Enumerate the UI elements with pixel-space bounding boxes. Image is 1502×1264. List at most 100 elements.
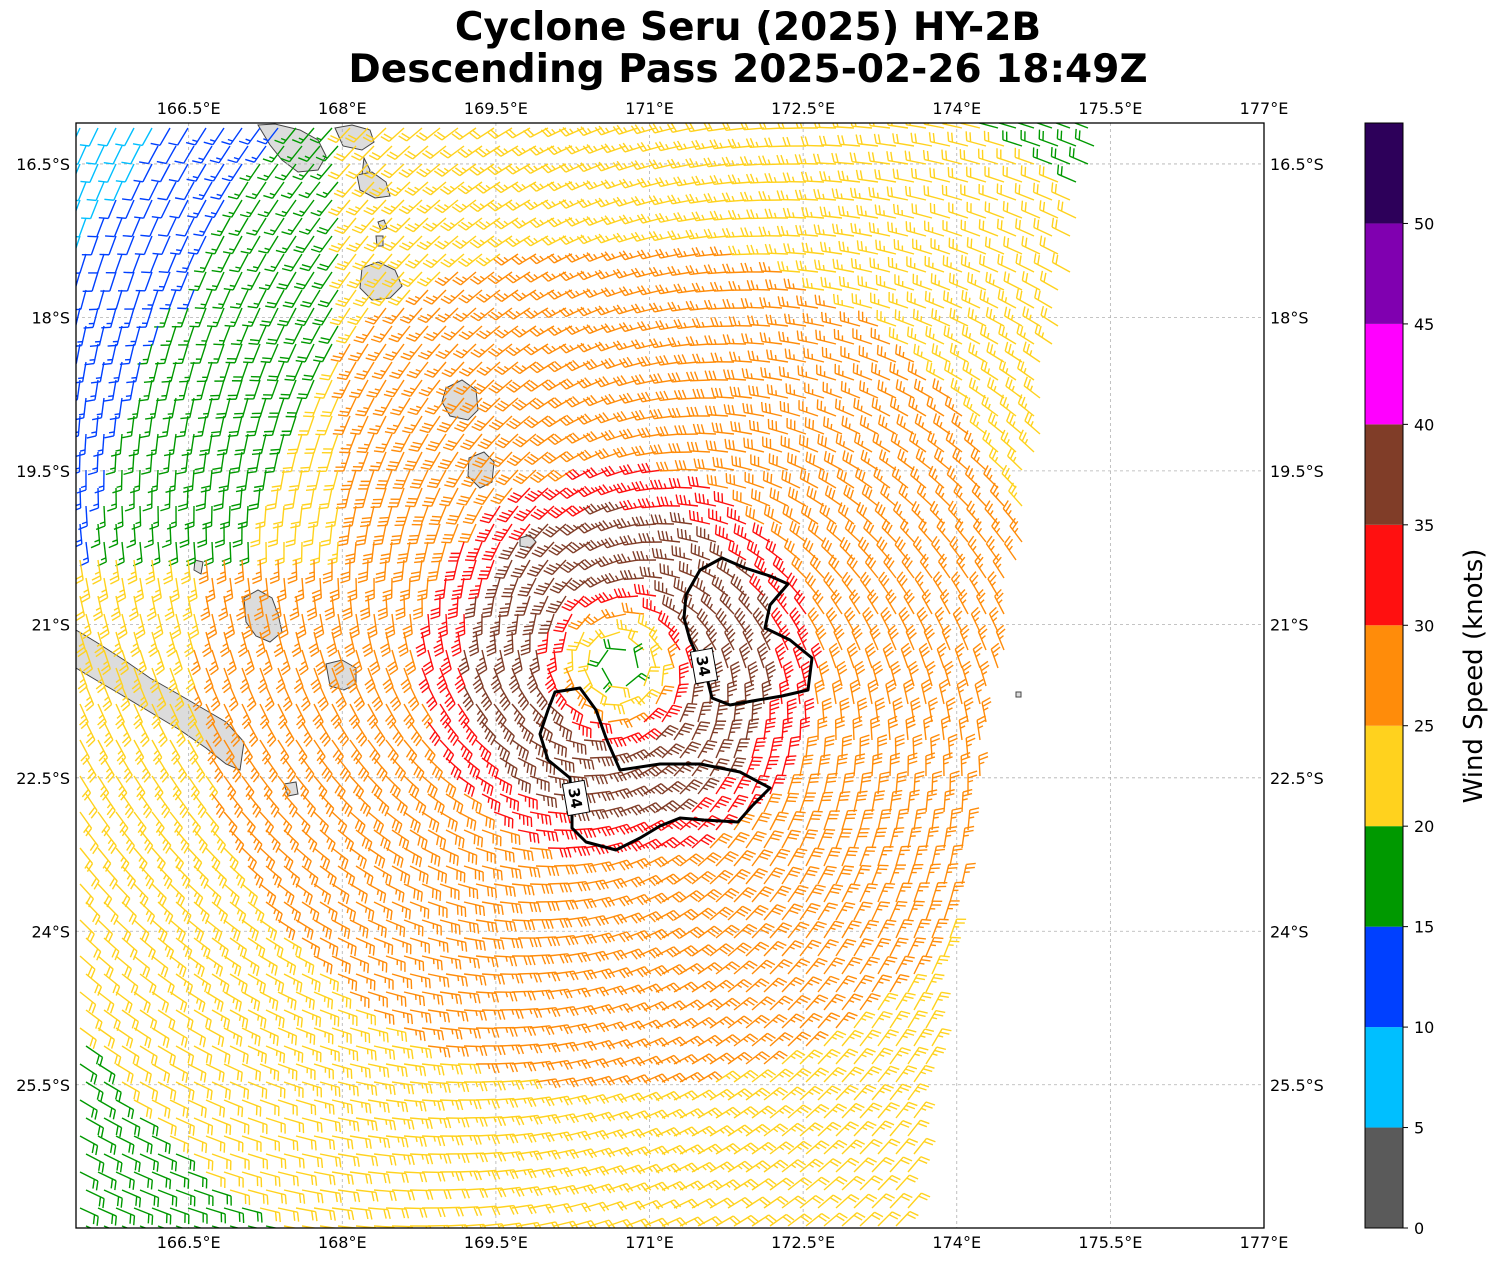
wind-barb xyxy=(889,327,908,344)
wind-barb xyxy=(281,650,290,675)
wind-barb xyxy=(238,632,247,657)
wind-barb xyxy=(870,625,880,650)
wind-barb xyxy=(928,431,944,452)
wind-barb xyxy=(194,1010,211,1030)
wind-barb xyxy=(428,938,448,953)
wind-barb xyxy=(751,454,770,470)
wind-barb xyxy=(1035,324,1052,344)
wind-barb xyxy=(891,661,901,686)
colorbar-tick-label: 45 xyxy=(1414,315,1434,334)
wind-barb xyxy=(228,416,242,436)
wind-barb xyxy=(290,596,299,620)
wind-barb xyxy=(910,431,926,452)
wind-barb xyxy=(890,975,909,992)
wind-barb xyxy=(98,1028,114,1049)
wind-barb xyxy=(284,938,301,958)
wind-barb xyxy=(372,686,382,711)
wind-barb xyxy=(459,650,469,675)
wind-barb xyxy=(800,755,813,776)
wind-barb xyxy=(950,308,968,326)
wind-barb xyxy=(158,758,168,782)
wind-barb xyxy=(98,1100,115,1119)
wind-barb xyxy=(927,396,944,416)
wind-barb xyxy=(224,1064,242,1082)
wind-barb xyxy=(934,413,950,434)
wind-barb xyxy=(896,846,911,866)
wind-barb xyxy=(71,290,86,310)
wind-barb xyxy=(278,1208,299,1222)
wind-barb xyxy=(365,578,374,601)
wind-barb xyxy=(914,956,932,974)
wind-barb xyxy=(926,938,943,956)
wind-barb xyxy=(248,1118,267,1134)
wind-barb xyxy=(140,1154,158,1172)
wind-barb xyxy=(932,883,947,902)
wind-barb xyxy=(901,643,911,668)
wind-barb xyxy=(260,1172,280,1187)
wind-barb xyxy=(75,596,84,620)
wind-barb xyxy=(406,290,428,305)
wind-barb xyxy=(824,773,838,794)
wind-barb xyxy=(301,326,320,344)
wind-barb xyxy=(966,734,975,758)
colorbar-swatch xyxy=(1365,324,1403,424)
wind-barb xyxy=(260,920,276,940)
wind-barb xyxy=(170,1064,188,1083)
colorbar-tick-label: 5 xyxy=(1414,1119,1424,1138)
wind-barb xyxy=(194,1190,213,1206)
wind-barb xyxy=(171,272,188,290)
wind-barb xyxy=(836,399,854,416)
wind-barb xyxy=(908,1157,930,1172)
wind-barb xyxy=(635,584,656,596)
wind-barb xyxy=(490,614,500,636)
wind-barb xyxy=(1003,166,1022,182)
wind-barb xyxy=(350,920,368,938)
wind-barb xyxy=(332,992,351,1009)
wind-barb xyxy=(849,590,860,614)
wind-barb xyxy=(331,344,350,361)
wind-barb xyxy=(977,716,986,740)
wind-barb xyxy=(136,272,152,291)
wind-barb xyxy=(154,614,163,638)
wind-barb xyxy=(314,1064,333,1079)
wind-barb xyxy=(249,362,266,381)
wind-barb xyxy=(162,362,176,382)
wind-barb xyxy=(270,560,279,583)
wind-barb xyxy=(845,607,855,632)
wind-barb xyxy=(152,776,163,800)
wind-barb xyxy=(440,884,459,900)
wind-barb xyxy=(295,308,314,325)
wind-barb xyxy=(302,1118,322,1133)
wind-barb xyxy=(772,608,782,632)
wind-barb xyxy=(860,847,876,866)
wind-barb xyxy=(969,378,986,398)
wind-barb xyxy=(374,830,390,851)
wind-barb xyxy=(248,974,265,993)
wind-barb xyxy=(222,542,231,565)
wind-barb xyxy=(872,975,892,992)
wind-barb xyxy=(139,380,152,401)
wind-barb xyxy=(320,974,338,992)
wind-barb xyxy=(964,698,973,722)
wind-barb xyxy=(788,849,807,866)
wind-barb xyxy=(212,974,229,994)
wind-barb xyxy=(392,974,412,989)
island-erromango xyxy=(442,380,478,420)
wind-barb xyxy=(944,326,962,344)
wind-barb xyxy=(269,434,284,454)
wind-barb xyxy=(122,1010,138,1031)
wind-barb xyxy=(926,753,935,776)
wind-barb xyxy=(800,793,816,812)
wind-barb xyxy=(746,832,767,848)
wind-barb xyxy=(655,580,674,596)
wind-barb xyxy=(410,722,422,746)
contour-34-label-south: 34 xyxy=(564,786,585,810)
wind-barb xyxy=(463,506,482,523)
wind-barb xyxy=(492,524,512,541)
wind-barb xyxy=(80,776,90,800)
wind-barb xyxy=(73,524,82,548)
wind-barb xyxy=(429,506,446,524)
wind-barb xyxy=(981,325,998,344)
wind-barb xyxy=(1015,148,1034,164)
lon-label-bottom: 166.5°E xyxy=(157,1233,221,1252)
